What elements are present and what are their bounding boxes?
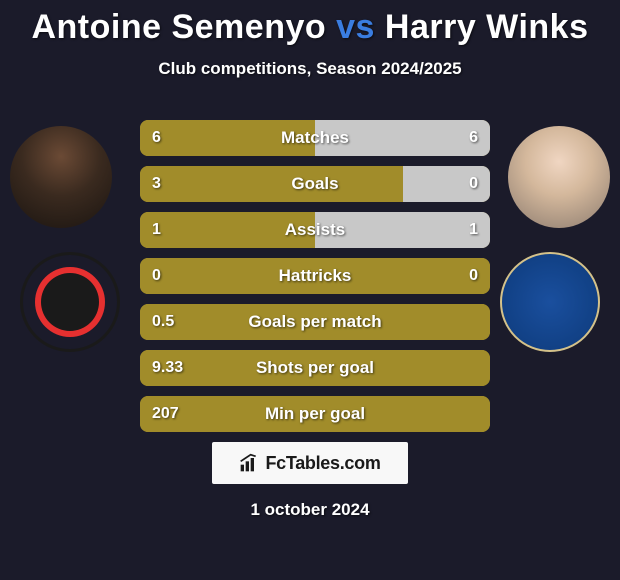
player1-name: Antoine Semenyo bbox=[31, 8, 326, 46]
stat-label: Matches bbox=[140, 120, 490, 156]
logo-text: FcTables.com bbox=[265, 453, 380, 474]
player2-name: Harry Winks bbox=[385, 8, 589, 46]
player1-avatar bbox=[10, 126, 112, 228]
stat-label: Goals bbox=[140, 166, 490, 202]
player2-avatar bbox=[508, 126, 610, 228]
stat-label: Assists bbox=[140, 212, 490, 248]
stat-label: Min per goal bbox=[140, 396, 490, 432]
stat-row: 11Assists bbox=[140, 212, 490, 248]
stat-label: Hattricks bbox=[140, 258, 490, 294]
stat-label: Shots per goal bbox=[140, 350, 490, 386]
fctables-logo: FcTables.com bbox=[212, 442, 408, 484]
chart-icon bbox=[239, 453, 259, 473]
stat-label: Goals per match bbox=[140, 304, 490, 340]
comparison-date: 1 october 2024 bbox=[0, 500, 620, 520]
vs-word: vs bbox=[336, 8, 375, 46]
stat-row: 00Hattricks bbox=[140, 258, 490, 294]
stat-row: 207Min per goal bbox=[140, 396, 490, 432]
stat-row: 66Matches bbox=[140, 120, 490, 156]
player2-club-badge bbox=[500, 252, 600, 352]
stat-row: 0.5Goals per match bbox=[140, 304, 490, 340]
stat-bars: 66Matches 30Goals 11Assists 00Hattricks 0.5G… bbox=[140, 120, 490, 442]
stat-row: 9.33Shots per goal bbox=[140, 350, 490, 386]
stat-row: 30Goals bbox=[140, 166, 490, 202]
subtitle: Club competitions, Season 2024/2025 bbox=[0, 59, 620, 79]
player1-club-badge bbox=[20, 252, 120, 352]
comparison-title: Antoine Semenyo vs Harry Winks bbox=[0, 0, 620, 47]
